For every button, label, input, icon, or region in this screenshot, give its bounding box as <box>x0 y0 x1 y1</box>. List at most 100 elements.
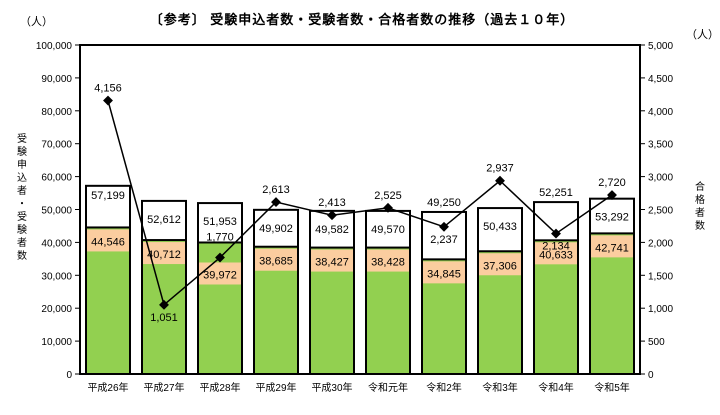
left-tick-label: 60,000 <box>41 173 72 184</box>
left-axis-label: 験 <box>17 145 27 158</box>
examinees-label: 40,712 <box>147 249 181 261</box>
left-axis-label: 験 <box>17 223 27 236</box>
passers-point <box>327 210 337 221</box>
right-axis-label: 合 <box>695 180 705 193</box>
left-tick-label: 90,000 <box>41 74 72 85</box>
right-tick-label: 4,500 <box>648 74 673 85</box>
passers-point <box>103 95 113 106</box>
examinees-label-bg <box>479 253 521 276</box>
right-tick-label: 2,500 <box>648 206 673 217</box>
left-axis-label: 者 <box>17 237 27 249</box>
examinees-label: 38,685 <box>259 256 293 268</box>
right-tick-label: 1,500 <box>648 271 673 282</box>
right-unit: （人） <box>686 28 719 41</box>
left-axis-label: 受 <box>17 133 27 145</box>
examinees-label-bg <box>423 261 465 284</box>
left-axis-label: 申 <box>17 158 27 171</box>
right-axis-label: 格 <box>695 193 705 206</box>
category-label: 令和2年 <box>426 381 462 394</box>
examinees-label-bg <box>143 242 185 265</box>
examinees-label: 42,741 <box>595 242 629 254</box>
left-axis-label: ・ <box>17 199 27 210</box>
left-tick-label: 80,000 <box>41 107 72 118</box>
examinees-label-bg <box>199 262 241 285</box>
passers-label: 2,613 <box>262 184 290 196</box>
passers-label: 1,051 <box>150 312 178 324</box>
applicants-label: 52,612 <box>147 214 181 226</box>
examinees-label: 34,845 <box>427 268 461 280</box>
left-axis-label: 受 <box>17 211 27 223</box>
applicants-label: 57,199 <box>91 190 125 202</box>
left-axis-label: 数 <box>17 249 27 262</box>
examinees-label: 44,546 <box>91 236 125 248</box>
examinees-label-bg <box>255 248 297 271</box>
category-label: 令和4年 <box>538 381 574 394</box>
right-tick-label: 3,500 <box>648 140 673 151</box>
examinees-bar <box>85 226 131 375</box>
left-unit: （人） <box>20 15 53 28</box>
right-axis-label: 数 <box>695 219 705 232</box>
passers-line <box>107 100 613 307</box>
category-label: 令和5年 <box>594 381 630 394</box>
applicants-label: 53,292 <box>595 212 629 224</box>
passers-point <box>383 202 393 213</box>
applicants-label: 51,953 <box>203 216 237 228</box>
examinees-label-bg <box>87 229 129 252</box>
applicants-label: 49,902 <box>259 223 293 235</box>
applicants-label: 49,582 <box>315 224 349 236</box>
right-axis-label: 者 <box>695 207 705 219</box>
passers-point <box>607 190 617 200</box>
chart-title: 〔参考〕 受験申込者数・受験者数・合格者数の推移（過去１０年） <box>150 12 575 27</box>
category-label: 令和3年 <box>482 381 518 394</box>
passers-label: 2,413 <box>318 197 346 209</box>
examinees-label: 38,427 <box>315 257 349 269</box>
category-label: 平成30年 <box>311 381 352 394</box>
passers-label: 2,937 <box>486 163 514 175</box>
passers-label: 2,525 <box>374 190 402 202</box>
examinees-label-bg <box>311 249 353 272</box>
passers-point <box>215 252 225 263</box>
category-label: 平成27年 <box>143 381 184 394</box>
passers-label: 2,134 <box>542 241 570 253</box>
left-tick-label: 30,000 <box>41 271 72 282</box>
passers-label: 2,237 <box>430 234 458 246</box>
passers-point <box>439 221 449 232</box>
left-axis-label: 込 <box>17 172 27 184</box>
left-tick-label: 70,000 <box>41 140 72 151</box>
passers-label: 2,720 <box>598 177 626 189</box>
examinees-label: 39,972 <box>203 269 237 281</box>
category-label: 平成26年 <box>87 381 128 394</box>
left-tick-label: 10,000 <box>41 337 72 348</box>
right-tick-label: 0 <box>648 370 654 381</box>
right-tick-label: 500 <box>648 337 665 348</box>
applicants-label: 49,250 <box>427 197 461 209</box>
applicants-label: 52,251 <box>539 187 573 199</box>
left-tick-label: 100,000 <box>36 41 73 52</box>
examinees-label: 40,633 <box>539 249 573 261</box>
applicants-label: 50,433 <box>483 221 517 233</box>
left-tick-label: 20,000 <box>41 304 72 315</box>
passers-point <box>495 175 505 186</box>
passers-point <box>551 228 561 239</box>
right-tick-label: 2,000 <box>648 238 673 249</box>
left-tick-label: 40,000 <box>41 238 72 249</box>
passers-label: 1,770 <box>206 232 234 244</box>
examinees-label: 38,428 <box>371 257 405 269</box>
right-tick-label: 4,000 <box>648 107 673 118</box>
right-tick-label: 1,000 <box>648 304 673 315</box>
left-tick-label: 50,000 <box>41 206 72 217</box>
right-tick-label: 5,000 <box>648 41 673 52</box>
examinees-label: 37,306 <box>483 260 517 272</box>
examinees-label-bg <box>535 242 577 265</box>
left-axis-label: 者 <box>17 185 27 197</box>
examinees-label-bg <box>591 235 633 258</box>
right-tick-label: 3,000 <box>648 173 673 184</box>
category-label: 平成29年 <box>255 381 296 394</box>
category-label: 令和元年 <box>368 381 408 394</box>
passers-label: 4,156 <box>94 83 122 95</box>
left-tick-label: 0 <box>66 370 72 381</box>
applicants-label: 49,570 <box>371 224 405 236</box>
passers-point <box>271 197 281 208</box>
